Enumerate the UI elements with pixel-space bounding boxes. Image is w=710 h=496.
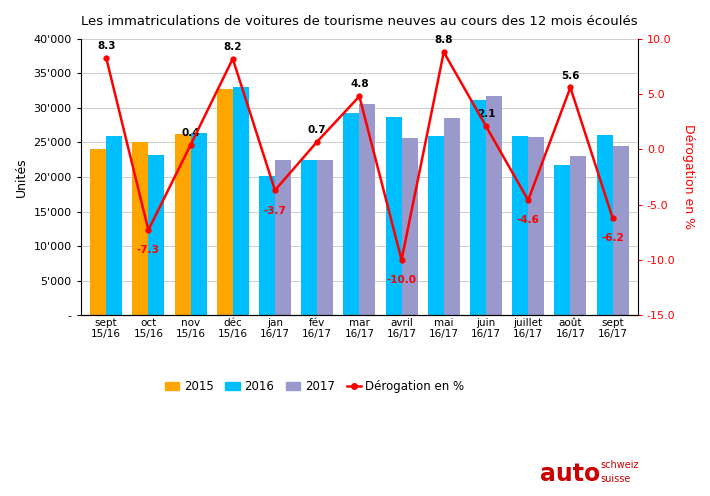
Bar xyxy=(132,142,148,315)
Text: 5.6: 5.6 xyxy=(561,70,579,80)
Text: 0.4: 0.4 xyxy=(181,128,200,138)
Bar xyxy=(175,134,190,315)
Bar xyxy=(555,165,570,315)
Bar xyxy=(275,160,291,315)
Bar xyxy=(317,160,333,315)
Bar xyxy=(359,105,376,315)
Bar xyxy=(486,96,502,315)
Text: -4.6: -4.6 xyxy=(517,215,540,226)
Bar xyxy=(190,133,207,315)
Bar xyxy=(386,117,402,315)
Text: 8.3: 8.3 xyxy=(97,41,116,51)
Text: -10.0: -10.0 xyxy=(386,275,417,285)
Text: 8.8: 8.8 xyxy=(435,35,453,45)
Bar xyxy=(344,114,359,315)
Bar xyxy=(106,135,122,315)
Bar xyxy=(570,156,586,315)
Bar xyxy=(233,87,248,315)
Bar xyxy=(613,146,628,315)
Bar xyxy=(301,160,317,315)
Text: -3.7: -3.7 xyxy=(263,205,286,216)
Bar xyxy=(402,137,417,315)
Text: -6.2: -6.2 xyxy=(601,233,624,243)
Text: 8.2: 8.2 xyxy=(224,42,242,52)
Bar xyxy=(148,155,165,315)
Bar xyxy=(470,100,486,315)
Bar xyxy=(427,135,444,315)
Text: -7.3: -7.3 xyxy=(137,246,160,255)
Bar xyxy=(259,176,275,315)
Title: Les immatriculations de voitures de tourisme neuves au cours des 12 mois écoulés: Les immatriculations de voitures de tour… xyxy=(81,15,638,28)
Text: 2.1: 2.1 xyxy=(476,109,495,119)
Text: 0.7: 0.7 xyxy=(308,124,327,135)
Text: schweiz
suisse: schweiz suisse xyxy=(600,460,638,484)
Bar xyxy=(512,135,528,315)
Y-axis label: Unités: Unités xyxy=(15,157,28,197)
Text: auto: auto xyxy=(540,462,600,486)
Text: 4.8: 4.8 xyxy=(350,79,368,89)
Bar xyxy=(444,119,460,315)
Bar xyxy=(596,135,613,315)
Bar xyxy=(217,89,233,315)
Y-axis label: Dérogation en %: Dérogation en % xyxy=(682,124,695,230)
Bar xyxy=(90,149,106,315)
Legend: 2015, 2016, 2017, Dérogation en %: 2015, 2016, 2017, Dérogation en % xyxy=(160,375,469,398)
Bar xyxy=(528,137,544,315)
